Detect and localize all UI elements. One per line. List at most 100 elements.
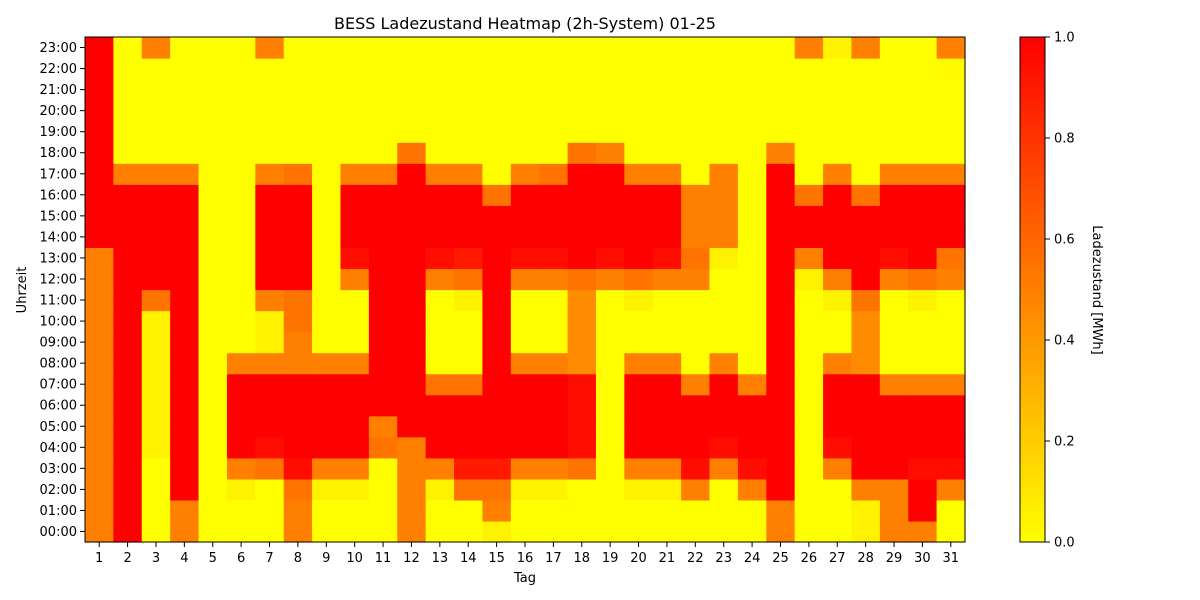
heatmap-cell [198,142,228,164]
heatmap-cell [681,121,711,143]
heatmap-cell [794,436,824,459]
heatmap-cell [851,310,881,333]
heatmap-cell [141,121,171,143]
heatmap-cell [936,268,966,291]
heatmap-cell [454,79,484,101]
heatmap-cell [255,226,285,249]
heatmap-cell [425,457,455,480]
heatmap-cell [681,247,711,270]
heatmap-cell [823,100,853,122]
heatmap-cell [510,415,540,438]
heatmap-cell [737,436,767,459]
heatmap-cell [170,100,200,122]
heatmap-cell [454,205,484,227]
heatmap-cell [482,268,512,291]
heatmap-cell [624,457,654,480]
heatmap-cell [141,373,171,396]
heatmap-cell [652,436,682,459]
heatmap-cell [737,520,767,543]
colorbar-ticks: 0.0 0.2 0.4 0.6 0.8 1.0 [1045,31,1075,551]
heatmap-cell [425,142,455,164]
heatmap-cell [595,247,625,270]
heatmap-cell [85,121,114,143]
heatmap-cell [283,226,313,249]
heatmap-cell [624,289,654,312]
heatmap-cell [170,205,200,227]
heatmap-cell [397,289,427,312]
heatmap-cell [595,457,625,480]
heatmap-cell [397,268,427,291]
heatmap-cell [85,415,114,438]
heatmap-cell [482,142,512,164]
heatmap-cell [170,310,200,333]
heatmap-cell [340,37,370,59]
heatmap-cell [255,289,285,312]
heatmap-cell [113,79,143,101]
x-tick-label: 21 [659,551,676,566]
heatmap-cell [368,184,398,206]
heatmap-cell [709,457,739,480]
heatmap-cell [766,79,796,101]
heatmap-cell [681,37,711,59]
heatmap-cell [879,79,909,101]
heatmap-cell [652,121,682,143]
heatmap-cell [766,478,796,501]
heatmap-cell [425,226,455,249]
heatmap-cell [567,58,597,80]
heatmap-cell [595,142,625,164]
colorbar-tick-label: 1.0 [1054,31,1075,46]
heatmap-cell [226,142,256,164]
heatmap-cell [255,331,285,354]
heatmap-cell [340,310,370,333]
heatmap-cell [766,37,796,59]
heatmap-cell [397,79,427,101]
heatmap-cell [340,520,370,543]
heatmap-cell [652,79,682,101]
y-tick-label: 06:00 [40,399,77,414]
heatmap-cell [170,37,200,59]
heatmap-cell [170,415,200,438]
heatmap-cell [255,499,285,522]
heatmap-cell [141,289,171,312]
heatmap-cell [255,163,285,185]
heatmap-cell [737,121,767,143]
heatmap-cell [539,394,569,417]
y-tick-label: 07:00 [40,378,77,393]
heatmap-cell [255,457,285,480]
heatmap-cell [283,37,313,59]
heatmap-cell [652,478,682,501]
y-tick-label: 16:00 [40,188,77,203]
y-tick-label: 22:00 [40,62,77,77]
heatmap-cell [283,100,313,122]
heatmap-cell [454,142,484,164]
heatmap-cell [936,247,966,270]
heatmap-cell [879,394,909,417]
heatmap-cell [510,478,540,501]
y-tick-label: 20:00 [40,104,77,119]
heatmap-cell [198,268,228,291]
heatmap-cell [652,394,682,417]
heatmap-cell [539,457,569,480]
heatmap-cell [425,184,455,206]
heatmap-cell [851,289,881,312]
heatmap-cell [851,226,881,249]
heatmap-cell [226,457,256,480]
x-tick-label: 23 [715,551,732,566]
heatmap-cell [766,121,796,143]
heatmap-cell [624,79,654,101]
heatmap-cell [312,184,342,206]
x-axis-ticks: 1 2 3 4 5 6 7 8 9 10 11 12 13 14 15 16 17 18 19 20 21 22 23 24 2… [95,542,959,566]
heatmap-cell [709,37,739,59]
heatmap-cell [823,289,853,312]
heatmap-cell [170,331,200,354]
x-tick-label: 3 [152,551,160,566]
heatmap-cell [510,457,540,480]
heatmap-cell [823,415,853,438]
colorbar [1019,36,1046,543]
heatmap-cell [595,58,625,80]
heatmap-cell [936,499,966,522]
heatmap-cell [85,247,114,270]
heatmap-cell [85,58,114,80]
heatmap-cell [454,268,484,291]
y-tick-label: 10:00 [40,315,77,330]
